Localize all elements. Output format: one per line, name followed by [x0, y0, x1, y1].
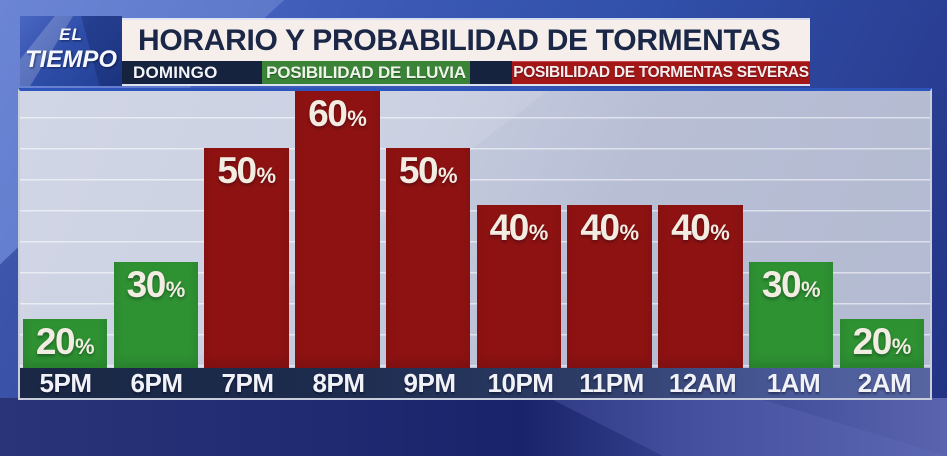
bar-value-number: 60	[308, 93, 348, 134]
legend-row: DOMINGO POSIBILIDAD DE LLUVIA POSIBILIDA…	[122, 61, 810, 84]
bar-value-number: 30	[126, 264, 167, 305]
axis-tick-label: 10PM	[487, 367, 554, 398]
bar-9pm: 50%	[385, 148, 471, 368]
legend-spacer	[470, 61, 512, 84]
percent-sign: %	[619, 220, 640, 245]
axis-tick-label: 9PM	[403, 367, 456, 398]
chart-panel: 20% 30% 50% 60% 50% 40% 40% 40% 30% 20% 5PM 6PM 7PM…	[18, 88, 932, 400]
axis-cell-7pm: 7PM	[202, 368, 293, 398]
axis-tick-label: 12AM	[668, 367, 737, 398]
axis-cell-6pm: 6PM	[111, 368, 202, 398]
logo-line-tiempo: TIEMPO	[24, 46, 117, 73]
title-bar: HORARIO Y PROBABILIDAD DE TORMENTAS	[122, 20, 810, 61]
bar-value-number: 50	[217, 150, 257, 191]
axis-cell-10pm: 10PM	[475, 368, 566, 398]
bar-12am: 40%	[658, 205, 743, 368]
axis-cell-11pm: 11PM	[566, 368, 657, 398]
bar-value-label: 60%	[295, 91, 380, 135]
bar-10pm: 40%	[476, 205, 562, 368]
percent-sign: %	[528, 220, 549, 245]
percent-sign: %	[438, 163, 458, 188]
percent-sign: %	[710, 220, 730, 245]
legend-severe: POSIBILIDAD DE TORMENTAS SEVERAS	[512, 61, 810, 84]
percent-sign: %	[165, 277, 186, 302]
bar-1am: 30%	[748, 262, 834, 368]
percent-sign: %	[256, 163, 277, 188]
percent-sign: %	[347, 106, 367, 131]
bar-value-number: 40	[489, 207, 530, 248]
bar-value-number: 20	[852, 321, 893, 362]
axis-tick-label: 8PM	[312, 367, 365, 398]
bar-value-number: 40	[671, 207, 711, 248]
bar-value-label: 40%	[567, 205, 652, 249]
bar-value-label: 20%	[23, 319, 108, 363]
axis-tick-label: 6PM	[130, 367, 183, 398]
background-facet-bottom-right	[549, 398, 947, 456]
bar-5pm: 20%	[22, 319, 108, 368]
bar-value-label: 50%	[386, 148, 471, 192]
axis-cell-8pm: 8PM	[293, 368, 384, 398]
axis-cell-9pm: 9PM	[384, 368, 475, 398]
bar-value-number: 30	[761, 264, 802, 305]
logo-line-el: EL	[59, 25, 83, 44]
bar-value-label: 40%	[477, 205, 562, 249]
bar-value-number: 40	[580, 207, 620, 248]
legend-rain: POSIBILIDAD DE LLUVIA	[262, 61, 470, 84]
axis-cell-1am: 1AM	[748, 368, 839, 398]
percent-sign: %	[801, 277, 821, 302]
legend-rain-label: POSIBILIDAD DE LLUVIA	[266, 62, 466, 82]
bar-value-label: 30%	[114, 262, 199, 306]
axis-cell-12am: 12AM	[657, 368, 748, 398]
bar-7pm: 50%	[204, 148, 289, 368]
percent-sign: %	[75, 334, 95, 359]
bar-value-number: 50	[398, 150, 439, 191]
x-axis: 5PM 6PM 7PM 8PM 9PM 10PM 11PM 12AM 1AM 2AM	[20, 368, 930, 398]
percent-sign: %	[891, 334, 912, 359]
plot-area: 20% 30% 50% 60% 50% 40% 40% 40% 30% 20%	[20, 91, 930, 368]
bar-value-label: 40%	[658, 205, 743, 249]
legend-day: DOMINGO	[122, 61, 262, 84]
page-title: HORARIO Y PROBABILIDAD DE TORMENTAS	[138, 24, 781, 57]
axis-cell-5pm: 5PM	[20, 368, 111, 398]
bar-value-label: 30%	[749, 262, 834, 306]
bar-2am: 20%	[839, 319, 925, 368]
axis-tick-label: 5PM	[39, 367, 92, 398]
bar-6pm: 30%	[113, 262, 199, 368]
legend-day-label: DOMINGO	[133, 62, 218, 82]
legend-severe-label: POSIBILIDAD DE TORMENTAS SEVERAS	[513, 64, 809, 81]
background-bottom-band	[0, 398, 947, 456]
bar-11pm: 40%	[567, 205, 652, 368]
bar-8pm: 60%	[295, 91, 380, 368]
axis-tick-label: 11PM	[579, 367, 644, 398]
bar-value-label: 20%	[840, 319, 925, 363]
axis-tick-label: 2AM	[857, 367, 912, 398]
bar-value-number: 20	[35, 321, 76, 362]
axis-cell-2am: 2AM	[839, 368, 930, 398]
bar-value-label: 50%	[204, 148, 289, 192]
axis-tick-label: 7PM	[221, 367, 274, 398]
axis-tick-label: 1AM	[766, 367, 821, 398]
el-tiempo-logo: EL TIEMPO	[20, 16, 122, 86]
